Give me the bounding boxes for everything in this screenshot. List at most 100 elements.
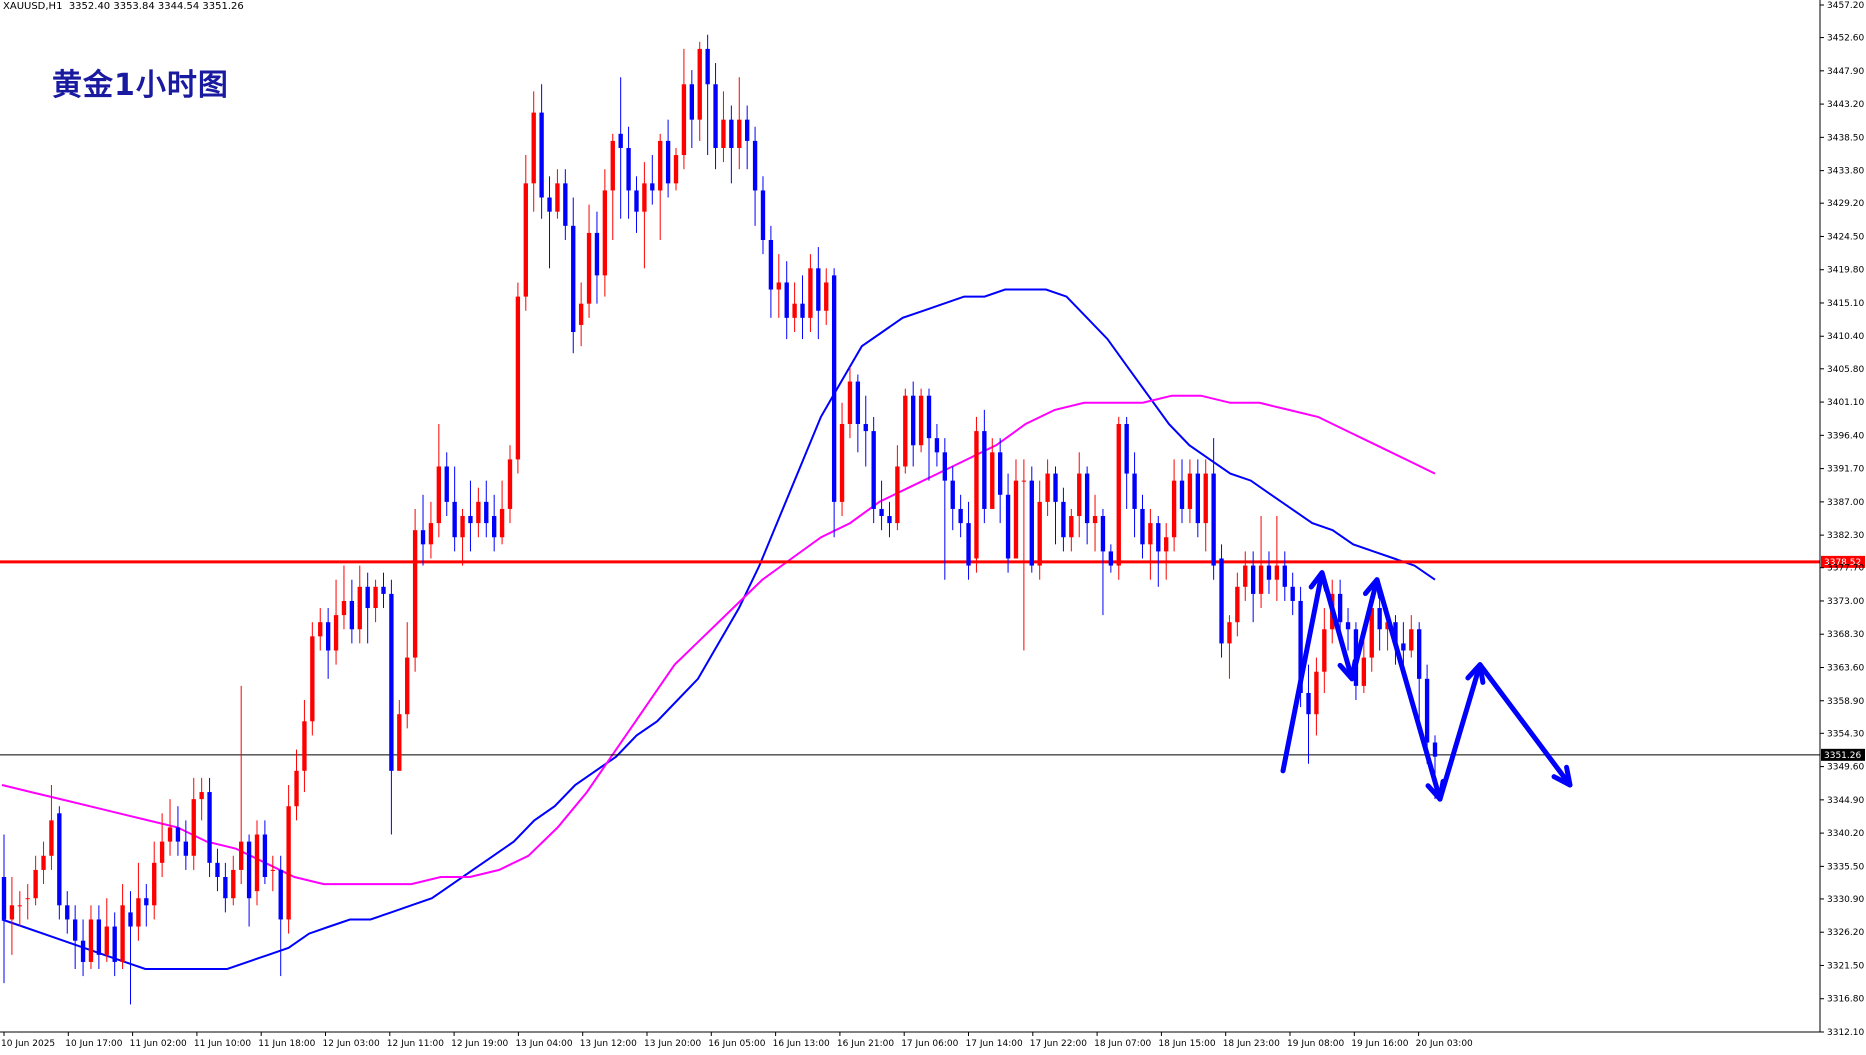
candle <box>444 452 449 517</box>
y-tick-label: 3321.50 <box>1827 961 1864 971</box>
candle <box>990 438 995 509</box>
candle <box>452 466 457 552</box>
y-tick-label: 3387.00 <box>1827 498 1864 508</box>
candle <box>207 777 212 877</box>
candle-body <box>982 431 987 509</box>
candle-body <box>412 530 418 658</box>
ma-fast-line <box>1 288 1436 970</box>
candle <box>1092 494 1098 552</box>
horizontal-lines: 3378.52 3351.26 <box>0 555 1865 761</box>
candle-body <box>760 190 766 240</box>
candle <box>357 565 362 644</box>
candle-body <box>1116 424 1121 566</box>
candle-body <box>57 813 62 906</box>
symbol-header: XAUUSD,H1 3352.40 3353.84 3344.54 3351.2… <box>3 1 244 12</box>
candle <box>325 608 331 679</box>
candle <box>855 374 861 453</box>
candle <box>578 282 584 347</box>
candle-body <box>365 586 370 609</box>
candle-body <box>737 119 742 148</box>
candle <box>673 147 679 191</box>
candle-body <box>104 926 109 955</box>
y-tick-label: 3382.30 <box>1827 531 1864 541</box>
x-tick-label: 17 Jun 22:00 <box>1030 1039 1087 1049</box>
x-tick-label: 12 Jun 03:00 <box>323 1039 380 1049</box>
hline-label-bg-1 <box>1821 748 1865 761</box>
candle-body <box>270 869 275 871</box>
candle-body <box>159 841 165 863</box>
y-tick-label: 3344.90 <box>1827 796 1864 806</box>
candle-body <box>136 898 141 927</box>
x-tick-label: 16 Jun 21:00 <box>837 1039 894 1049</box>
candle <box>626 126 631 219</box>
candle <box>215 848 220 892</box>
candle <box>1266 551 1272 594</box>
candle-body <box>1195 473 1200 524</box>
candle <box>397 700 402 771</box>
candle-body <box>1187 473 1193 509</box>
candle <box>926 388 932 481</box>
x-tick-label: 12 Jun 11:00 <box>387 1039 444 1049</box>
candle-body <box>239 841 244 870</box>
candle-body <box>1250 565 1256 594</box>
candle <box>199 777 204 821</box>
candle <box>278 855 283 977</box>
candle <box>1069 508 1074 552</box>
x-tick-label: 11 Jun 10:00 <box>194 1039 251 1049</box>
candle <box>737 77 742 170</box>
candle <box>950 466 955 531</box>
candle-body <box>681 84 687 156</box>
candle-body <box>1179 480 1185 509</box>
x-tick-label: 18 Jun 07:00 <box>1094 1039 1151 1049</box>
candle <box>555 169 560 219</box>
candle <box>436 424 442 538</box>
candle <box>412 508 418 672</box>
y-tick-label: 3363.60 <box>1827 663 1864 673</box>
y-tick-label: 3447.90 <box>1827 67 1864 77</box>
y-tick-label: 3410.40 <box>1827 332 1864 342</box>
candle-body <box>863 424 868 432</box>
candle-body <box>405 657 410 715</box>
candle-body <box>484 501 489 524</box>
candle <box>531 91 536 212</box>
candle-body <box>25 898 30 900</box>
y-tick-label: 3368.30 <box>1827 630 1864 640</box>
x-tick-label: 13 Jun 12:00 <box>580 1039 637 1049</box>
candle <box>365 572 370 644</box>
candle <box>302 700 307 793</box>
x-tick-label: 16 Jun 13:00 <box>773 1039 830 1049</box>
header-ohlc: 3352.40 3353.84 3344.54 3351.26 <box>68 1 244 12</box>
candle <box>1337 579 1343 637</box>
candle-body <box>128 912 133 927</box>
candle <box>1250 551 1256 623</box>
candle <box>1282 551 1287 601</box>
candle-body <box>1021 480 1027 482</box>
candle <box>492 494 497 552</box>
x-tick-label: 16 Jun 05:00 <box>708 1039 765 1049</box>
candle <box>262 820 268 885</box>
candle <box>341 565 347 630</box>
candle <box>428 501 434 559</box>
candle-body <box>555 183 560 212</box>
candle-body <box>966 523 971 566</box>
candle <box>752 126 758 226</box>
x-tick-label: 11 Jun 18:00 <box>258 1039 315 1049</box>
x-tick-label: 10 Jun 2025 <box>1 1039 55 1049</box>
candle-body <box>1 876 7 920</box>
candle <box>776 254 781 318</box>
candle-body <box>990 452 995 509</box>
x-tick-label: 13 Jun 04:00 <box>515 1039 572 1049</box>
candle-body <box>1432 742 1438 757</box>
candle-body <box>515 296 521 460</box>
candle-body <box>729 119 734 148</box>
candle-body <box>215 862 220 877</box>
candle-body <box>1203 473 1208 524</box>
y-tick-label: 3391.70 <box>1827 465 1864 475</box>
candle <box>373 579 378 623</box>
x-tick-label: 11 Jun 02:00 <box>130 1039 187 1049</box>
candle-body <box>547 197 552 212</box>
candle <box>602 169 608 297</box>
candle <box>1243 551 1248 601</box>
x-tick-label: 18 Jun 15:00 <box>1158 1039 1215 1049</box>
